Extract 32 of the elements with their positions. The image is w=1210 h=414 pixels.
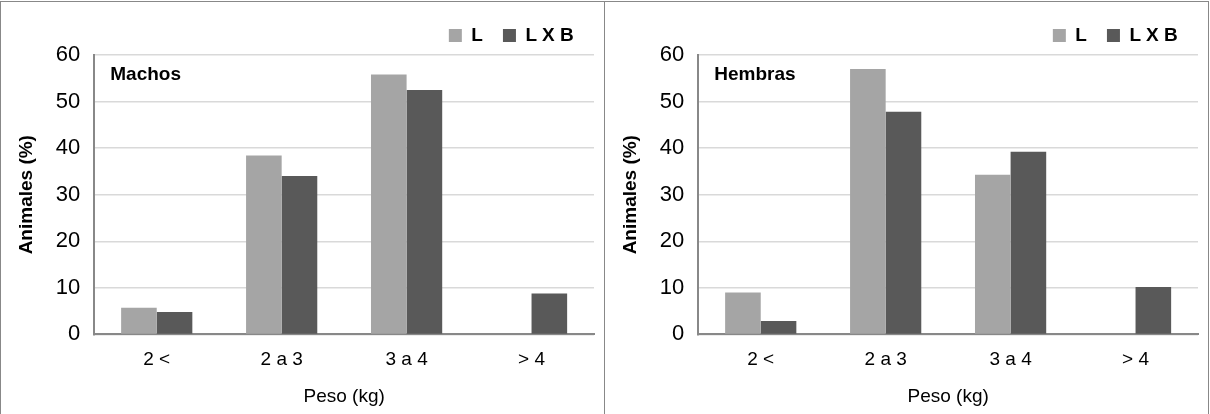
x-tick-label: 2 a 3 bbox=[260, 348, 303, 370]
x-tick-label: 2 < bbox=[143, 348, 171, 370]
y-tick-label: 30 bbox=[55, 180, 81, 206]
y-tick-label: 40 bbox=[55, 134, 81, 160]
legend-label: L X B bbox=[525, 23, 574, 45]
y-axis-title: Animales (%) bbox=[14, 135, 36, 255]
y-tick-label: 40 bbox=[659, 134, 685, 160]
x-axis-title: Peso (kg) bbox=[303, 384, 385, 406]
chart-title: Machos bbox=[110, 62, 182, 84]
y-tick-label: 20 bbox=[55, 227, 81, 253]
y-tick-label: 60 bbox=[659, 41, 685, 67]
x-tick-label: 2 < bbox=[747, 348, 775, 370]
y-axis-title: Animales (%) bbox=[618, 135, 640, 255]
y-tick-label: 60 bbox=[55, 41, 81, 67]
y-tick-label: 10 bbox=[55, 273, 81, 299]
x-tick-label: > 4 bbox=[518, 348, 546, 370]
x-tick-label: 3 a 4 bbox=[989, 348, 1033, 370]
legend-label: L bbox=[471, 23, 484, 45]
x-tick-label: > 4 bbox=[1122, 348, 1150, 370]
y-tick-label: 50 bbox=[55, 87, 81, 113]
y-tick-label: 0 bbox=[672, 320, 685, 346]
y-tick-label: 20 bbox=[659, 227, 685, 253]
y-tick-label: 10 bbox=[659, 273, 685, 299]
y-tick-label: 30 bbox=[659, 180, 685, 206]
legend-label: L bbox=[1075, 23, 1088, 45]
legend-label: L X B bbox=[1129, 23, 1178, 45]
x-tick-label: 2 a 3 bbox=[864, 348, 907, 370]
x-tick-label: 3 a 4 bbox=[385, 348, 429, 370]
y-tick-label: 50 bbox=[659, 87, 685, 113]
y-tick-label: 0 bbox=[68, 320, 81, 346]
chart-title: Hembras bbox=[714, 62, 796, 84]
x-axis-title: Peso (kg) bbox=[907, 384, 989, 406]
